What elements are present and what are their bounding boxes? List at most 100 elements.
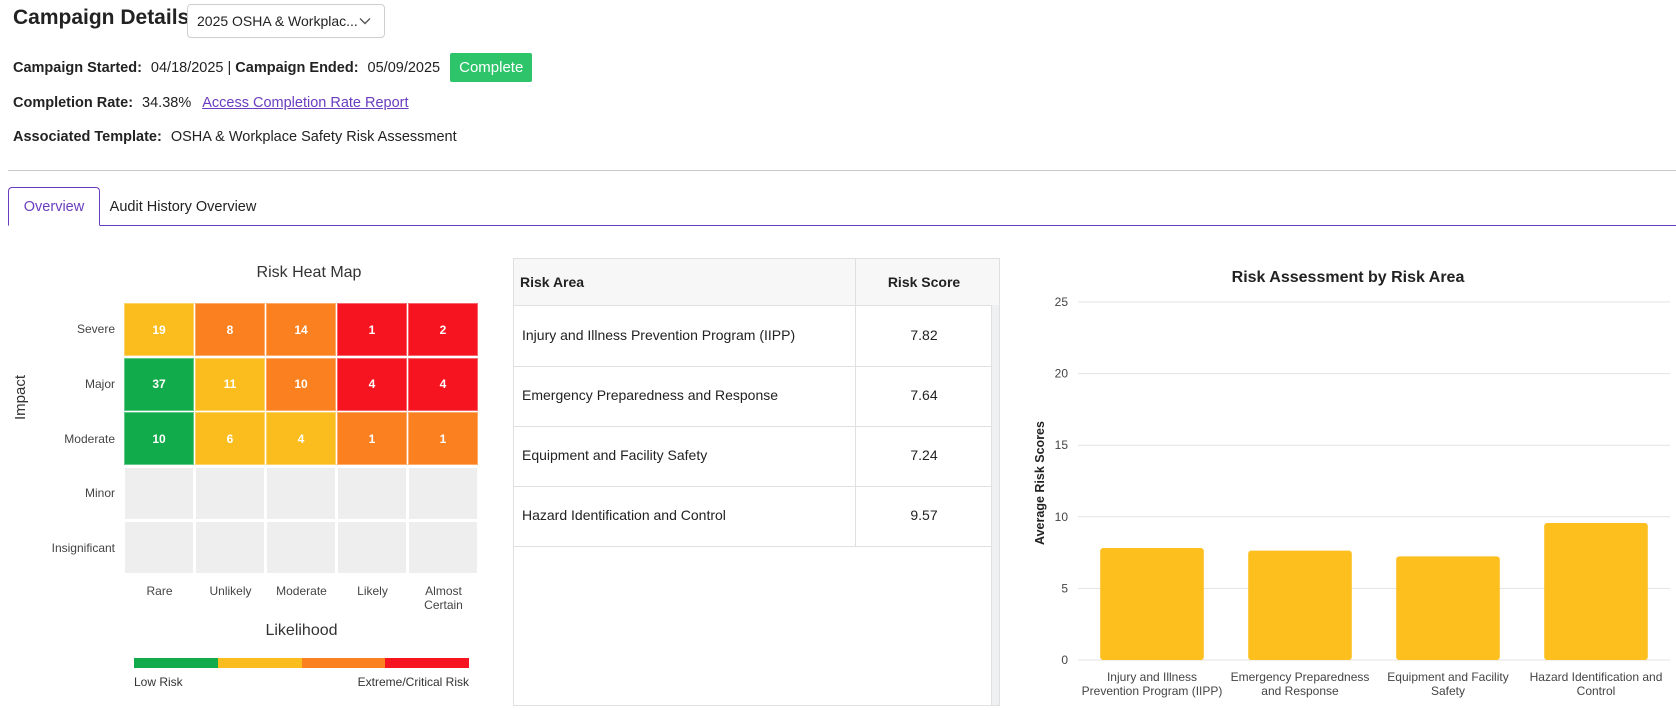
- y-tick-label: 0: [1061, 653, 1068, 667]
- tab-underline: [8, 225, 1676, 226]
- y-tick-label: 15: [1055, 438, 1069, 452]
- heat-map-cell: 1: [408, 412, 478, 466]
- heat-map-cell: 4: [266, 412, 336, 466]
- heat-map-column-label: Almost Certain: [424, 584, 463, 612]
- x-tick-label: Emergency Preparedness: [1231, 670, 1370, 684]
- heat-map-cell: [337, 466, 407, 520]
- date-separator: |: [227, 59, 232, 76]
- heat-map-cell: 1: [337, 303, 407, 356]
- divider: [8, 170, 1676, 171]
- table-row: Hazard Identification and Control 9.57: [514, 486, 992, 547]
- heat-map-grid: 19 8 14 1 2 37 11 10 4 4 10 6 4 1 1: [124, 303, 479, 576]
- x-tick-label: Control: [1577, 684, 1616, 698]
- heat-map-cell: 37: [124, 357, 194, 411]
- campaign-dates-row: Campaign Started: 04/18/2025 | Campaign …: [13, 53, 533, 82]
- heat-map-x-axis-label: Likelihood: [265, 622, 338, 639]
- heat-map-cell: 10: [124, 412, 194, 466]
- risk-score-cell: 7.82: [910, 327, 938, 343]
- x-tick-label: Injury and Illness: [1107, 670, 1197, 684]
- risk-assessment-bar-chart: Risk Assessment by Risk Area Average Ris…: [1033, 269, 1670, 698]
- chart-title: Risk Assessment by Risk Area: [1232, 269, 1465, 286]
- bar[interactable]: [1248, 550, 1352, 660]
- x-tick-label: and Response: [1261, 684, 1339, 698]
- heat-map-row-label: Severe: [76, 322, 115, 337]
- heat-map-cell: 4: [337, 357, 407, 411]
- heat-map-column-label: Moderate: [276, 584, 327, 598]
- completion-report-link[interactable]: Access Completion Rate Report: [202, 95, 409, 111]
- legend-low-label: Low Risk: [134, 675, 183, 689]
- heat-map-cell: 19: [124, 303, 194, 356]
- bar[interactable]: [1100, 548, 1204, 660]
- x-tick-label: Equipment and Facility: [1387, 670, 1508, 684]
- completion-rate-value: 34.38%: [142, 95, 192, 111]
- heat-map-row-label: Major: [84, 376, 115, 391]
- risk-area-cell: Emergency Preparedness and Response: [522, 387, 779, 403]
- chart-y-axis-label: Average Risk Scores: [1033, 421, 1047, 545]
- chevron-down-icon: [359, 18, 371, 25]
- heat-map-cell: [195, 466, 265, 520]
- status-badge: Complete: [450, 53, 533, 82]
- heat-map-row-label: Moderate: [64, 431, 115, 446]
- heat-map-row-label: Insignificant: [51, 540, 115, 555]
- bar[interactable]: [1544, 522, 1648, 660]
- heat-map-column-label: Rare: [146, 584, 173, 598]
- heat-map-cell: [266, 521, 336, 575]
- risk-area-cell: Hazard Identification and Control: [522, 507, 726, 523]
- y-tick-label: 5: [1061, 581, 1068, 595]
- risk-score-cell: 7.64: [910, 387, 938, 403]
- completion-rate-row: Completion Rate: 34.38% Access Completio…: [13, 95, 409, 111]
- campaign-started-value: 04/18/2025: [150, 59, 224, 76]
- heat-map-column-label: Likely: [357, 584, 388, 598]
- page-title: Campaign Details:: [13, 6, 197, 29]
- completion-rate-label: Completion Rate:: [13, 95, 134, 111]
- risk-score-table: Risk Area Risk Score Injury and Illness …: [513, 258, 1000, 706]
- tab-audit-history-overview[interactable]: Audit History Overview: [109, 198, 257, 215]
- y-tick-label: 10: [1055, 510, 1069, 524]
- risk-legend-bar: [134, 658, 469, 668]
- column-separator: [855, 259, 856, 547]
- column-header-risk-score[interactable]: Risk Score: [887, 274, 961, 290]
- template-row: Associated Template: OSHA & Workplace Sa…: [13, 129, 457, 145]
- template-label: Associated Template:: [13, 129, 162, 145]
- heat-map-cell: 4: [408, 357, 478, 411]
- x-tick-label: Hazard Identification and: [1530, 670, 1663, 684]
- heat-map-cell: [408, 521, 478, 575]
- table-row: Injury and Illness Prevention Program (I…: [514, 306, 992, 367]
- tab-bar: Overview Audit History Overview: [8, 187, 1676, 226]
- heat-map-column-label: Unlikely: [209, 584, 252, 598]
- campaign-started-label: Campaign Started:: [13, 59, 142, 76]
- bar[interactable]: [1396, 556, 1500, 660]
- table-scrollbar[interactable]: [991, 305, 999, 705]
- template-value: OSHA & Workplace Safety Risk Assessment: [170, 129, 457, 145]
- y-tick-label: 20: [1055, 367, 1069, 381]
- heat-map-cell: [337, 521, 407, 575]
- heat-map-cell: 8: [195, 303, 265, 356]
- campaign-ended-value: 05/09/2025: [367, 59, 441, 76]
- campaign-select[interactable]: 2025 OSHA & Workplac...: [187, 4, 385, 38]
- campaign-ended-label: Campaign Ended:: [235, 59, 359, 76]
- heat-map-title: Risk Heat Map: [256, 264, 362, 281]
- risk-score-cell: 7.24: [910, 447, 938, 463]
- heat-map-cell: 11: [195, 357, 265, 411]
- table-row: Equipment and Facility Safety 7.24: [514, 426, 992, 487]
- risk-area-cell: Injury and Illness Prevention Program (I…: [522, 327, 796, 343]
- heat-map-cell: [124, 521, 194, 575]
- column-header-risk-area[interactable]: Risk Area: [520, 274, 585, 290]
- heat-map-cell: 1: [337, 412, 407, 466]
- legend-color-segment: [217, 658, 302, 668]
- heat-map-cell: 10: [266, 357, 336, 411]
- x-tick-label: Safety: [1431, 684, 1465, 698]
- table-row: Emergency Preparedness and Response 7.64: [514, 366, 992, 427]
- legend-color-segment: [301, 658, 386, 668]
- scrollbar-header-spacer: [992, 259, 999, 305]
- y-tick-label: 25: [1055, 295, 1069, 309]
- table-header: Risk Area Risk Score: [514, 259, 992, 306]
- heat-map-cell: [124, 466, 194, 520]
- legend-color-segment: [385, 658, 469, 668]
- heat-map-cell: 6: [195, 412, 265, 466]
- heat-map-cell: [195, 521, 265, 575]
- heat-map-cell: [408, 466, 478, 520]
- heat-map-cell: 14: [266, 303, 336, 356]
- legend-high-label: Extreme/Critical Risk: [357, 675, 469, 689]
- tab-overview[interactable]: Overview: [8, 187, 100, 226]
